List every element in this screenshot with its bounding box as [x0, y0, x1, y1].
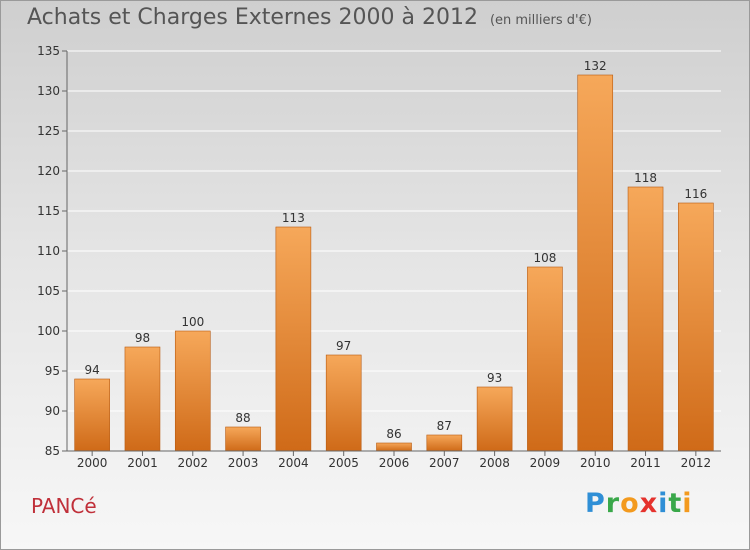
- chart-title: Achats et Charges Externes 2000 à 2012 (e…: [27, 5, 592, 30]
- y-tick-label: 110: [37, 244, 60, 258]
- x-tick-label: 2000: [77, 456, 108, 470]
- x-tick-label: 2002: [177, 456, 208, 470]
- y-tick-label: 105: [37, 284, 60, 298]
- logo-letter: r: [605, 488, 621, 519]
- bar: [426, 434, 463, 452]
- data-label: 116: [684, 187, 707, 201]
- y-tick-label: 90: [45, 404, 60, 418]
- bar: [225, 426, 261, 452]
- x-tick-label: 2009: [530, 456, 561, 470]
- bar: [325, 354, 362, 452]
- logo-letter: P: [585, 488, 606, 519]
- data-label: 86: [386, 427, 401, 441]
- data-label: 132: [584, 59, 607, 73]
- bar: [174, 330, 211, 452]
- x-tick-label: 2008: [479, 456, 510, 470]
- x-tick-label: 2007: [429, 456, 460, 470]
- data-label: 118: [634, 171, 657, 185]
- x-tick-label: 2010: [580, 456, 611, 470]
- data-label: 113: [282, 211, 305, 225]
- data-label: 100: [181, 315, 204, 329]
- title-text: Achats et Charges Externes 2000 à 2012: [27, 5, 478, 30]
- bar: [124, 346, 161, 452]
- y-tick-label: 95: [45, 364, 60, 378]
- x-tick-label: 2006: [379, 456, 410, 470]
- logo-letter: i: [682, 488, 693, 519]
- logo-letter: t: [668, 488, 683, 519]
- logo-letter: x: [639, 488, 659, 519]
- y-tick-label: 130: [37, 84, 60, 98]
- logo-letter: i: [658, 488, 669, 519]
- chart-subtitle: (en milliers d'€): [489, 13, 592, 28]
- data-label: 97: [336, 339, 351, 353]
- x-tick-label: 2001: [127, 456, 158, 470]
- y-tick-label: 85: [45, 444, 60, 458]
- x-tick-label: 2012: [681, 456, 712, 470]
- bar: [627, 186, 664, 452]
- axes: [62, 50, 721, 456]
- value-labels: 94 98 100 88 113 97 86 87 93 108 132 118 116: [85, 59, 708, 441]
- y-tick-label: 120: [37, 164, 60, 178]
- logo-letter: o: [620, 488, 640, 519]
- bar: [577, 74, 614, 452]
- bar: [74, 378, 110, 452]
- y-tick-label: 135: [37, 44, 60, 58]
- y-tick-label: 115: [37, 204, 60, 218]
- proxiti-logo: Proxiti: [585, 488, 693, 519]
- bar: [376, 442, 412, 452]
- data-label: 98: [135, 331, 150, 345]
- bar: [476, 386, 513, 452]
- data-label: 94: [85, 363, 100, 377]
- data-label: 108: [533, 251, 556, 265]
- x-tick-labels: 2000 2001 2002 2003 2004 2005 2006 2007 2008 2009…: [77, 456, 711, 470]
- x-tick-label: 2005: [328, 456, 359, 470]
- y-tick-labels: 85 90 95 100 105 110 115 120 125 130 135: [37, 44, 60, 458]
- bar-series: [74, 74, 714, 452]
- x-tick-label: 2011: [630, 456, 661, 470]
- x-tick-label: 2004: [278, 456, 309, 470]
- data-label: 88: [235, 411, 250, 425]
- x-tick-label: 2003: [228, 456, 259, 470]
- data-label: 93: [487, 371, 502, 385]
- y-tick-label: 100: [37, 324, 60, 338]
- commune-name: PANCé: [31, 494, 97, 518]
- y-tick-label: 125: [37, 124, 60, 138]
- bar: [527, 266, 563, 452]
- grid-lines: [67, 50, 721, 452]
- data-label: 87: [437, 419, 452, 433]
- bar: [678, 202, 714, 452]
- bar: [275, 226, 312, 452]
